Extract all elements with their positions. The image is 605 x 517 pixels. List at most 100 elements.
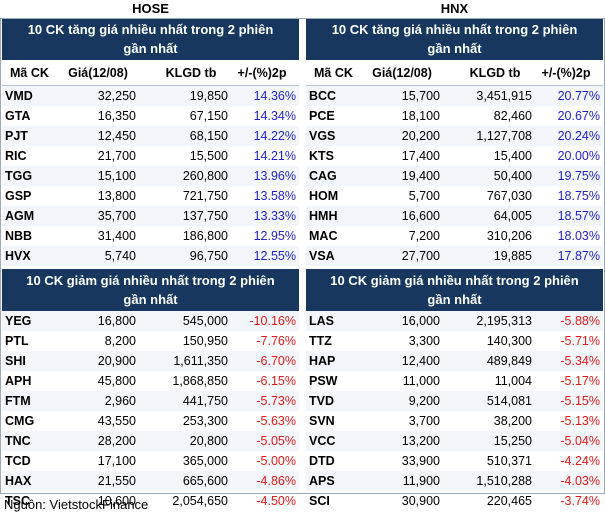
table-row: TCD 17,100 365,000 -5.00% (2, 451, 299, 471)
volume-cell: 2,195,313 (476, 314, 532, 328)
volume-cell: 767,030 (486, 189, 532, 203)
change-cell: -5.34% (560, 354, 600, 368)
table-row: AGM 35,700 137,750 13.33% (2, 206, 299, 226)
table-row: TGG 15,100 260,800 13.96% (2, 166, 299, 186)
price-cell: 43,550 (97, 414, 136, 428)
ticker-cell: YEG (5, 314, 32, 328)
table-row: HAP 12,400 489,849 -5.34% (306, 351, 603, 371)
volume-cell: 1,611,350 (173, 354, 228, 368)
ticker-cell: HVX (5, 249, 31, 263)
price-cell: 9,200 (408, 394, 440, 408)
price-cell: 5,700 (408, 189, 440, 203)
volume-cell: 365,000 (182, 454, 228, 468)
change-cell: -4.50% (256, 494, 296, 508)
col-header-price: Giá(12/08) (68, 65, 128, 80)
price-cell: 8,200 (104, 334, 136, 348)
volume-cell: 20,800 (189, 434, 228, 448)
volume-cell: 64,005 (493, 209, 532, 223)
table-row: TVD 9,200 514,081 -5.15% (306, 391, 603, 411)
table-row: VCC 13,200 15,250 -5.04% (306, 431, 603, 451)
change-cell: -5.13% (560, 414, 600, 428)
source-note: Nguồn: VietstockFinance (4, 497, 149, 512)
change-cell: -6.15% (256, 374, 296, 388)
ticker-cell: TNC (5, 434, 31, 448)
price-cell: 15,700 (401, 89, 440, 103)
ticker-cell: MAC (309, 229, 338, 243)
hnx-header: HNX (440, 1, 469, 16)
volume-cell: 38,200 (493, 414, 532, 428)
price-cell: 15,100 (97, 169, 136, 183)
change-cell: 18.03% (557, 229, 600, 243)
ticker-cell: CAG (309, 169, 337, 183)
price-cell: 20,900 (97, 354, 136, 368)
volume-cell: 140,300 (486, 334, 532, 348)
ticker-cell: RIC (5, 149, 27, 163)
volume-cell: 11,004 (494, 374, 532, 388)
price-cell: 19,400 (401, 169, 440, 183)
change-cell: -4.86% (256, 474, 296, 488)
table-row: APH 45,800 1,868,850 -6.15% (2, 371, 299, 391)
panel-title-line2: gần nhất (427, 41, 482, 56)
table-row: SHI 20,900 1,611,350 -6.70% (2, 351, 299, 371)
ticker-cell: TVD (309, 394, 334, 408)
col-header-volume: KLGD tb (469, 65, 521, 80)
table-row: TNC 28,200 20,800 -5.05% (2, 431, 299, 451)
table-row: PTL 8,200 150,950 -7.76% (2, 331, 299, 351)
table-row: CMG 43,550 253,300 -5.63% (2, 411, 299, 431)
price-cell: 13,800 (97, 189, 136, 203)
change-cell: -5.15% (560, 394, 600, 408)
change-cell: -4.24% (560, 454, 600, 468)
volume-cell: 186,800 (182, 229, 228, 243)
panel-title: 10 CK giảm giá nhiều nhất trong 2 phiên g… (2, 269, 299, 311)
table-row: VGS 20,200 1,127,708 20.24% (306, 126, 603, 146)
ticker-cell: GTA (5, 109, 31, 123)
ticker-cell: HAX (5, 474, 32, 488)
panel-hose-gainers: 10 CK tăng giá nhiều nhất trong 2 phiên g… (2, 18, 299, 286)
volume-cell: 441,750 (182, 394, 228, 408)
change-cell: 14.22% (253, 129, 296, 143)
price-cell: 31,400 (97, 229, 136, 243)
ticker-cell: HOM (309, 189, 339, 203)
panel-title: 10 CK giảm giá nhiều nhất trong 2 phiên g… (306, 269, 603, 311)
ticker-cell: TGG (5, 169, 33, 183)
panel-title-line1: 10 CK tăng giá nhiều nhất trong 2 phiên (27, 22, 274, 37)
col-header-price: Giá(12/08) (372, 65, 432, 80)
volume-cell: 545,000 (182, 314, 228, 328)
volume-cell: 1,127,708 (476, 129, 532, 143)
price-cell: 3,300 (408, 334, 440, 348)
table-row: PSW 11,000 11,004 -5.17% (306, 371, 603, 391)
ticker-cell: BCC (309, 89, 337, 103)
col-header-volume: KLGD tb (165, 65, 217, 80)
table-row: PCE 18,100 82,460 20.67% (306, 106, 603, 126)
price-cell: 33,900 (401, 454, 440, 468)
price-cell: 11,000 (402, 374, 440, 388)
ticker-cell: TTZ (309, 334, 332, 348)
table-row: MAC 7,200 310,206 18.03% (306, 226, 603, 246)
change-cell: -5.73% (256, 394, 296, 408)
price-cell: 45,800 (97, 374, 136, 388)
price-cell: 20,200 (401, 129, 440, 143)
price-cell: 30,900 (401, 494, 440, 508)
price-cell: 21,700 (97, 149, 136, 163)
table-row: VSA 27,700 19,885 17.87% (306, 246, 603, 266)
table-row: NBB 31,400 186,800 12.95% (2, 226, 299, 246)
price-cell: 16,600 (401, 209, 440, 223)
ticker-cell: PCE (309, 109, 335, 123)
change-cell: -7.76% (256, 334, 296, 348)
ticker-cell: APH (5, 374, 32, 388)
change-cell: 13.33% (253, 209, 296, 223)
ticker-cell: SVN (309, 414, 335, 428)
table-row: VMD 32,250 19,850 14.36% (2, 86, 299, 106)
volume-cell: 489,849 (486, 354, 532, 368)
ticker-cell: SCI (309, 494, 330, 508)
table-row: HOM 5,700 767,030 18.75% (306, 186, 603, 206)
volume-cell: 260,800 (182, 169, 228, 183)
change-cell: -10.16% (249, 314, 296, 328)
volume-cell: 19,850 (189, 89, 228, 103)
ticker-cell: AGM (5, 209, 35, 223)
price-cell: 12,450 (97, 129, 136, 143)
change-cell: 18.57% (557, 209, 600, 223)
table-row: BCC 15,700 3,451,915 20.77% (306, 86, 603, 106)
volume-cell: 15,400 (493, 149, 532, 163)
table-row: GTA 16,350 67,150 14.34% (2, 106, 299, 126)
